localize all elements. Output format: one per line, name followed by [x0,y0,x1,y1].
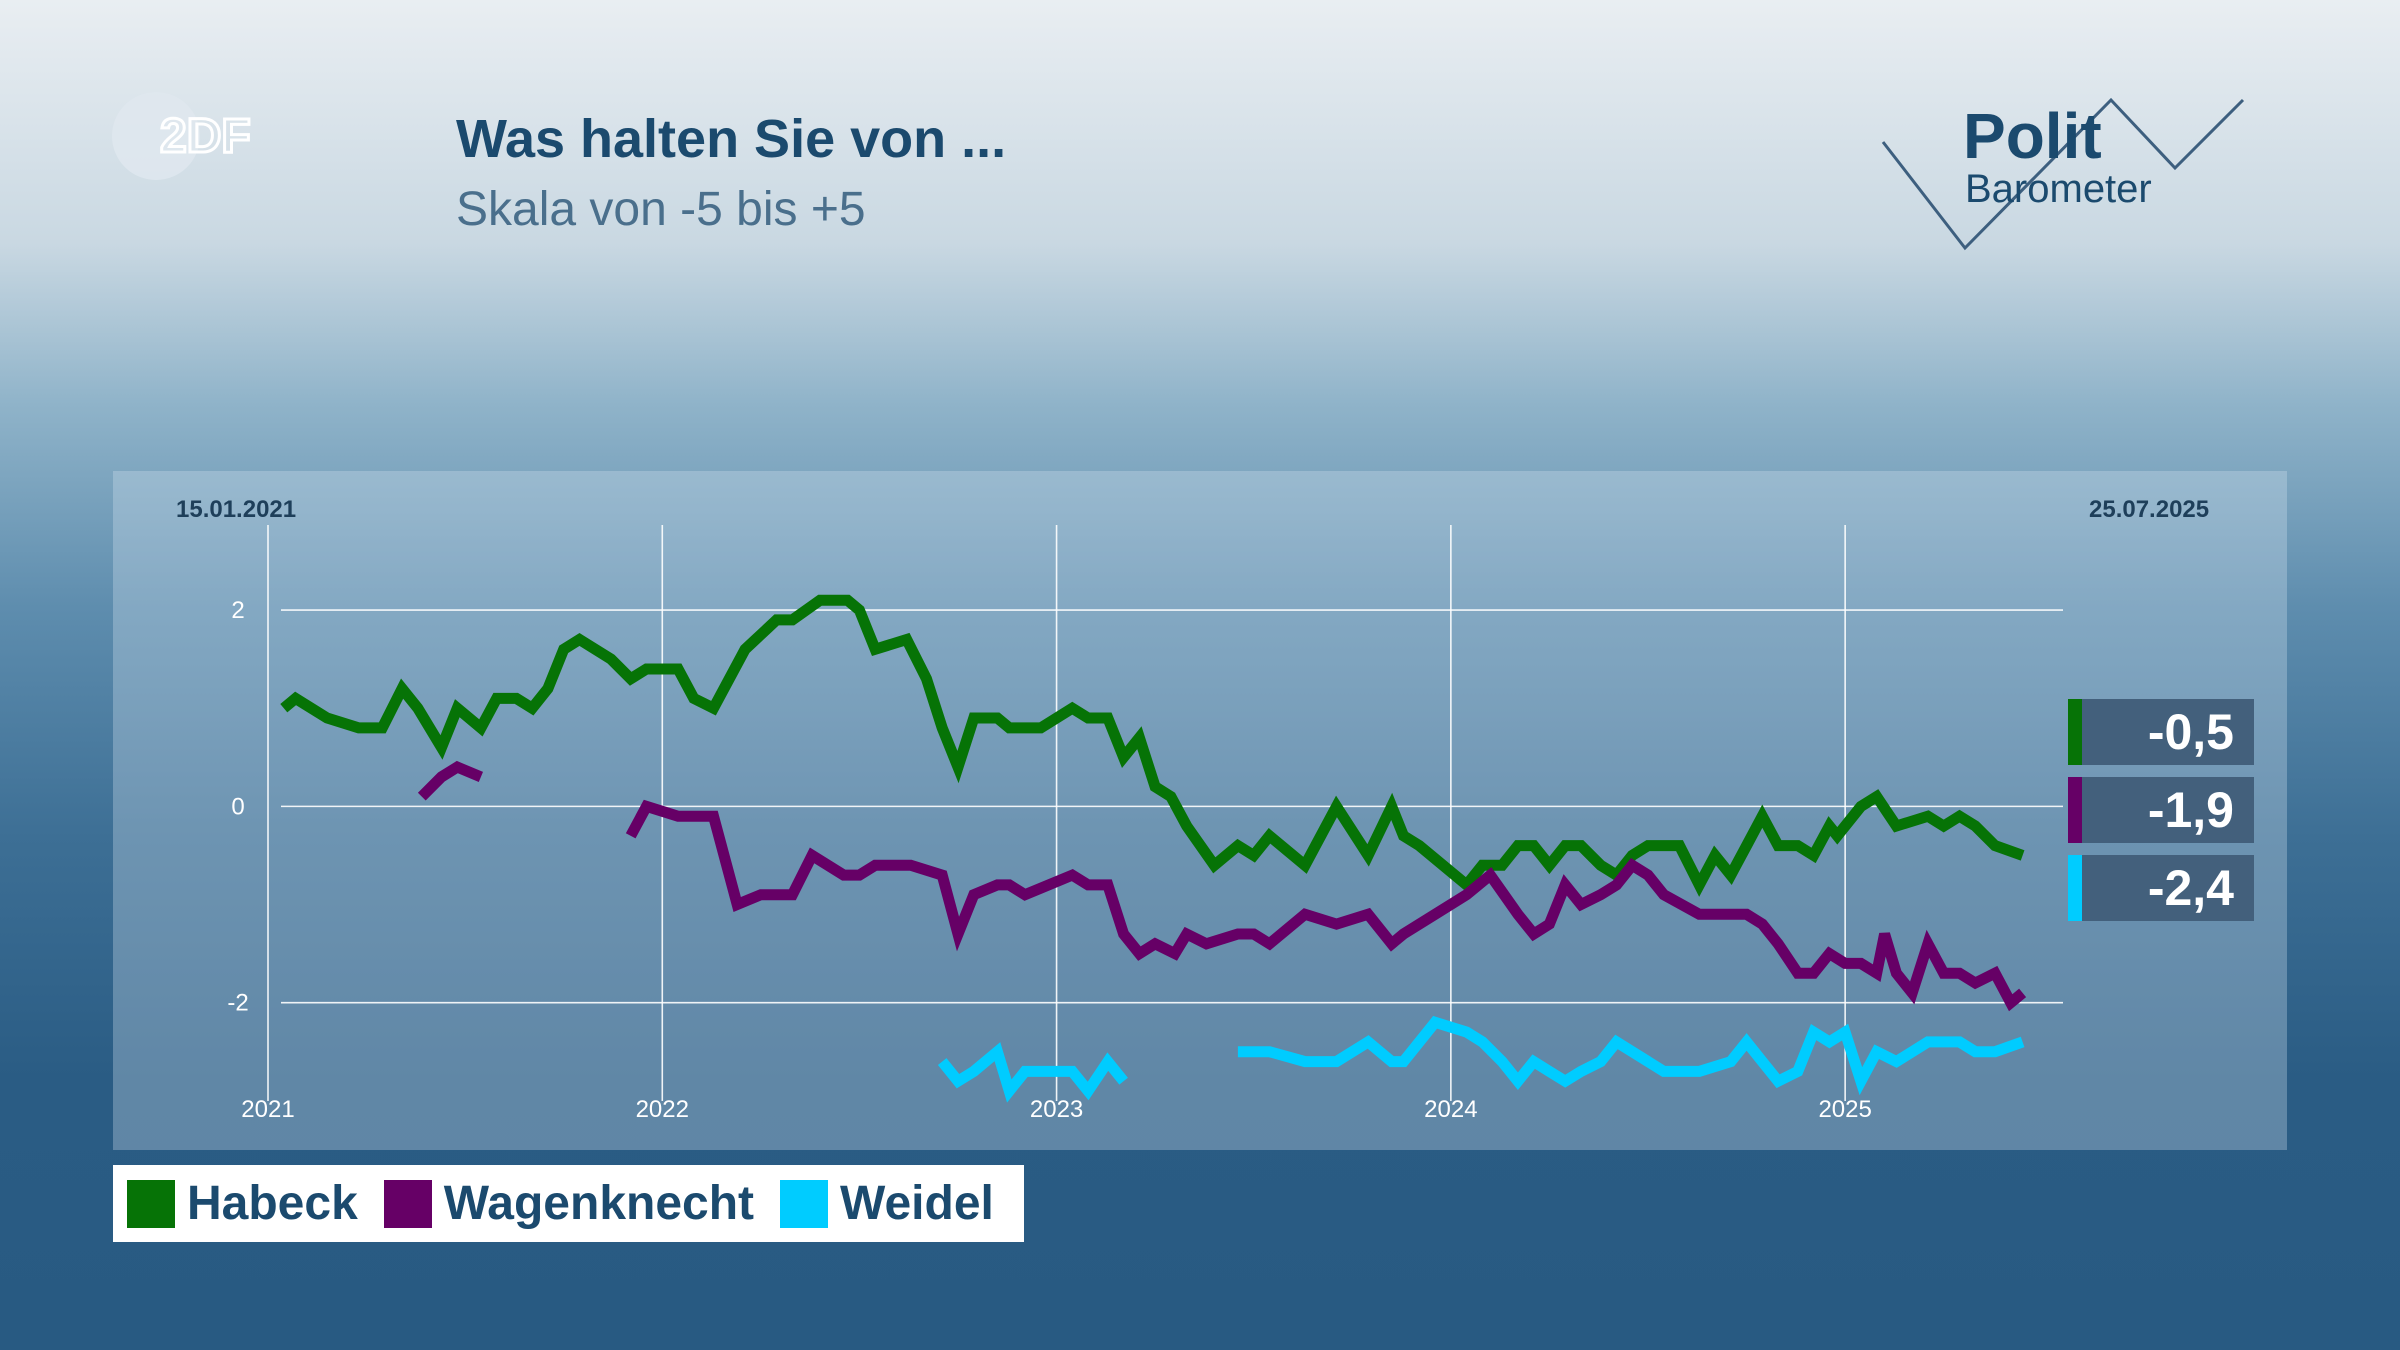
x-tick-label: 2022 [636,1096,689,1123]
line-chart: 2 0 -2 2021 2022 2023 2024 2025 [227,525,2063,1123]
wagenknecht-latest-value-text: -1,9 [2147,782,2234,838]
politbarometer-logo: Polit Barometer [1881,97,2245,251]
legend-label-wagenknecht: Wagenknecht [443,1177,755,1230]
wagenknecht-latest-value: -1,9 [2068,777,2254,843]
grid-lines [267,525,2063,1101]
zdf-logo: 2DF [112,92,252,180]
y-tick-label: 2 [231,597,244,624]
politbarometer-line2: Barometer [1965,167,2152,211]
habeck-latest-value: -0,5 [2068,699,2254,765]
weidel-latest-value: -2,4 [2068,855,2254,921]
series-line-wagenknecht [417,760,484,801]
legend-swatch-weidel [780,1179,829,1228]
legend-item-habeck: Habeck [127,1176,358,1231]
y-tick-label: 0 [231,793,244,820]
series-lines [280,594,2027,1103]
legend-label-habeck: Habeck [187,1177,358,1230]
y-tick-label: -2 [227,990,248,1017]
weidel-color-stripe [2068,855,2082,921]
x-tick-label: 2023 [1030,1096,1083,1123]
legend-item-weidel: Weidel [780,1176,994,1231]
x-tick-label: 2024 [1424,1096,1477,1123]
legend-swatch-wagenknecht [383,1179,432,1228]
legend-label-weidel: Weidel [840,1177,994,1230]
weidel-latest-value-text: -2,4 [2147,860,2234,916]
x-tick-label: 2021 [241,1096,294,1123]
series-line-wagenknecht [625,799,2027,1012]
chart-title: Was halten Sie von ... [456,109,1007,169]
x-tick-label: 2025 [1818,1096,1871,1123]
y-tick-labels: 2 0 -2 [227,597,248,1017]
legend-swatch-habeck [127,1179,175,1228]
x-tick-labels: 2021 2022 2023 2024 2025 [241,1096,1872,1123]
habeck-color-stripe [2068,699,2082,765]
end-date-label: 25.07.2025 [2089,496,2210,523]
series-line-weidel [937,1042,1128,1103]
zdf-logo-text: 2DF [160,110,251,163]
start-date-label: 15.01.2021 [176,496,297,523]
habeck-latest-value-text: -0,5 [2147,704,2234,760]
chart-panel [113,471,2287,1150]
politbarometer-zigzag [1881,97,2245,251]
legend-item-wagenknecht: Wagenknecht [383,1176,755,1231]
politbarometer-line1: Polit [1963,100,2102,172]
series-line-habeck [280,594,2025,897]
wagenknecht-color-stripe [2068,777,2082,843]
chart-subtitle: Skala von -5 bis +5 [456,183,866,236]
series-line-weidel [1237,1015,2025,1096]
chart-legend: Habeck Wagenknecht Weidel [113,1165,1024,1242]
